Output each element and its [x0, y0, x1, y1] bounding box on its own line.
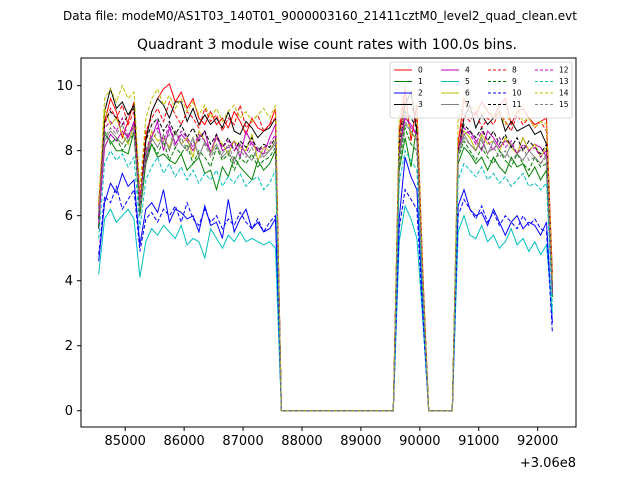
- legend-label-10: 10: [512, 89, 522, 98]
- y-tick-label: 0: [65, 404, 73, 419]
- chart-title: Quadrant 3 module wise count rates with …: [137, 37, 517, 53]
- legend-label-13: 13: [559, 77, 569, 86]
- legend-label-9: 9: [512, 77, 517, 86]
- x-tick-label: 85000: [105, 434, 146, 449]
- legend-label-2: 2: [418, 89, 423, 98]
- x-tick-label: 87000: [222, 434, 263, 449]
- plot-frame: [80, 57, 577, 428]
- legend-label-1: 1: [418, 77, 423, 86]
- x-axis: 85000 86000 87000 88000 89000 90000 91000 92000: [105, 427, 558, 449]
- legend-label-11: 11: [512, 100, 522, 109]
- legend-label-7: 7: [465, 100, 470, 109]
- legend-label-12: 12: [559, 66, 569, 75]
- legend-label-4: 4: [465, 66, 470, 75]
- x-tick-label: 92000: [517, 434, 558, 449]
- legend-label-0: 0: [418, 66, 423, 75]
- legend-label-6: 6: [465, 89, 470, 98]
- legend-label-8: 8: [512, 66, 517, 75]
- x-tick-label: 91000: [458, 434, 499, 449]
- legend-label-15: 15: [559, 100, 569, 109]
- y-tick-label: 4: [65, 274, 73, 289]
- suptitle: Data file: modeM0/AS1T03_140T01_90000031…: [63, 9, 577, 23]
- series-line-12: [98, 113, 553, 412]
- series-line-2: [98, 157, 553, 412]
- x-offset-label: +3.06e8: [520, 456, 576, 471]
- series-line-5: [98, 204, 553, 412]
- y-tick-label: 10: [56, 79, 73, 94]
- x-tick-label: 86000: [163, 434, 204, 449]
- series-line-7: [98, 123, 553, 412]
- series-line-1: [98, 124, 553, 412]
- plot-area: [81, 58, 576, 427]
- series-line-13: [98, 149, 553, 412]
- series-line-9: [98, 125, 553, 412]
- series-line-15: [98, 120, 553, 412]
- y-axis: 0 2 4 6 8 10: [56, 79, 81, 419]
- y-tick-label: 6: [65, 209, 73, 224]
- legend-label-3: 3: [418, 100, 423, 109]
- legend-label-5: 5: [465, 77, 470, 86]
- x-tick-label: 89000: [340, 434, 381, 449]
- legend-label-14: 14: [559, 89, 569, 98]
- x-tick-label: 88000: [281, 434, 322, 449]
- x-tick-label: 90000: [399, 434, 440, 449]
- series-lines: [98, 83, 553, 412]
- legend-box: [389, 61, 573, 119]
- y-tick-label: 2: [65, 339, 73, 354]
- y-tick-label: 8: [65, 144, 73, 159]
- series-line-11: [98, 107, 553, 412]
